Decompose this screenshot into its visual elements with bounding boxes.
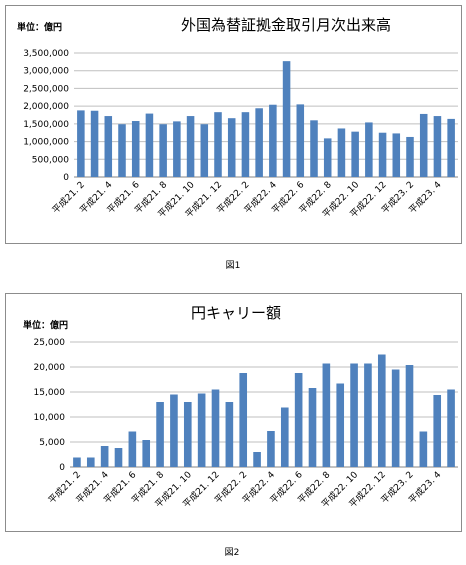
y-tick-label: 500,000	[32, 155, 69, 165]
bar	[447, 389, 455, 467]
bar	[211, 389, 220, 467]
bar	[405, 365, 414, 467]
bar	[296, 104, 305, 177]
bar	[118, 124, 126, 177]
y-tick-label: 0	[63, 173, 69, 183]
bar	[447, 118, 455, 177]
bar	[114, 448, 123, 467]
bar	[186, 116, 195, 177]
bar	[170, 394, 178, 467]
bar	[308, 388, 317, 467]
bar	[197, 393, 206, 467]
bar	[225, 402, 234, 467]
bar	[104, 116, 113, 177]
y-tick-label: 3,500,000	[23, 49, 69, 59]
bar	[419, 431, 428, 467]
chart-canvas-1: 0 500,000 1,000,000 1,500,000 2,000,000 2,500…	[23, 49, 458, 220]
bar	[214, 112, 222, 177]
bar	[365, 122, 373, 177]
bar	[86, 457, 95, 467]
bar	[351, 131, 359, 177]
y-tick-label: 2,500,000	[23, 84, 69, 94]
bar	[145, 113, 154, 177]
chart-title: 円キャリー額	[190, 304, 281, 322]
bar	[183, 402, 192, 467]
y-tick-label: 3,000,000	[23, 67, 69, 77]
y-tick-label: 1,000,000	[23, 138, 69, 148]
bar	[156, 402, 164, 467]
unit-label: 単位：億円	[23, 321, 69, 331]
bar	[100, 446, 109, 467]
bar	[310, 120, 318, 177]
bar	[269, 104, 277, 177]
y-tick-label: 10,000	[34, 413, 66, 423]
unit-label: 単位：億円	[17, 23, 63, 33]
bar	[377, 354, 386, 467]
bar	[433, 116, 442, 177]
bar	[350, 363, 358, 467]
bar	[322, 363, 331, 467]
bar	[131, 121, 140, 177]
bar	[239, 373, 248, 467]
y-tick-label: 20,000	[34, 363, 66, 373]
bar	[433, 395, 442, 467]
bar	[280, 407, 289, 467]
bar	[267, 431, 275, 467]
bar	[364, 363, 372, 467]
bar	[391, 369, 400, 467]
chart-title: 外国為替証拠金取引月次出来高	[180, 16, 391, 34]
bar	[282, 61, 291, 177]
bar	[406, 136, 414, 177]
y-tick-label: 1,500,000	[23, 120, 69, 130]
bar	[336, 383, 345, 467]
bar	[77, 110, 85, 177]
figure-caption-2: 図2	[224, 548, 240, 558]
bar	[73, 457, 81, 467]
bar	[128, 431, 137, 467]
bar	[227, 118, 236, 177]
bar	[142, 440, 151, 467]
bar	[159, 124, 167, 177]
bar	[419, 113, 428, 177]
y-tick-label: 5,000	[39, 438, 65, 448]
y-tick-label: 25,000	[34, 338, 66, 348]
y-tick-label: 2,000,000	[23, 102, 69, 112]
bar	[323, 138, 332, 177]
bar	[255, 108, 263, 177]
bar	[378, 132, 387, 177]
figure-caption-1: 図1	[225, 261, 241, 271]
y-tick-label: 15,000	[34, 388, 66, 398]
chart-panel-2: 単位：億円 円キャリー額 0 5,000 10,000 15,000 20,000 25,…	[5, 293, 462, 532]
y-tick-label: 0	[59, 463, 65, 473]
bar	[392, 133, 401, 177]
bar	[90, 110, 99, 177]
bar	[337, 128, 346, 177]
bar	[294, 373, 303, 467]
bar	[173, 121, 181, 177]
bar	[253, 452, 261, 467]
chart-panel-1: 単位：億円 外国為替証拠金取引月次出来高 0 500,000 1,000,000 1,…	[5, 5, 462, 244]
bar	[241, 112, 250, 177]
bar	[200, 124, 209, 177]
